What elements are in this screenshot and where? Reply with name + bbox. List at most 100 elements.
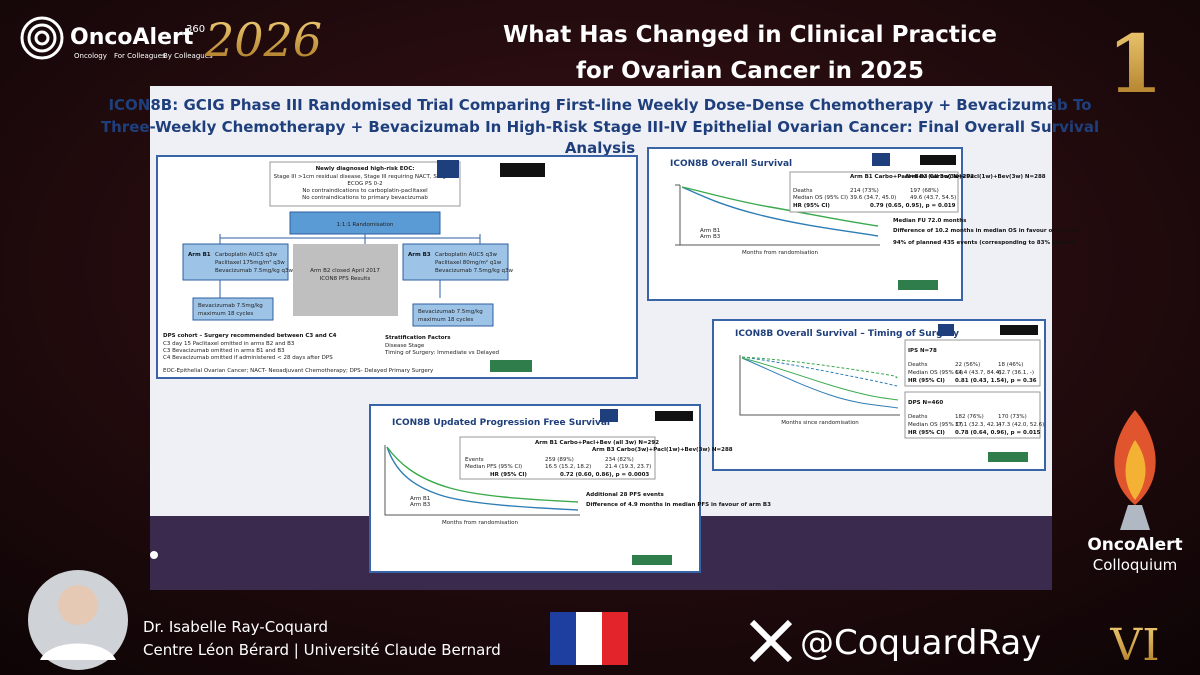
event: Colloquium (1093, 556, 1177, 574)
speaker-name: Dr. Isabelle Ray-Coquard (143, 618, 328, 636)
curve (741, 356, 899, 379)
curve (681, 186, 879, 227)
text: Paclitaxel 175mg/m² q3w (215, 259, 285, 266)
text: ECOG PS 0-2 (347, 181, 382, 187)
cell: IPS N=78 (908, 348, 937, 354)
edition: VI (1109, 620, 1159, 671)
logo (988, 452, 1028, 462)
axis-label: Months since randomisation (781, 420, 859, 426)
brand-sup: 360 (186, 24, 205, 35)
text: maximum 18 cycles (198, 311, 253, 317)
cell: 21.4 (19.3, 23.7) (605, 464, 651, 470)
footnote: EOC-Epithelial Ovarian Cancer; NACT- Neo… (163, 368, 434, 374)
tagline: By Colleagues (163, 52, 213, 60)
text: Arm B1 (188, 252, 211, 258)
legend: Arm B1 (700, 228, 720, 234)
table (904, 391, 1041, 439)
cell: 197 (68%) (910, 188, 939, 194)
title: for Ovarian Cancer in 2025 (576, 58, 924, 84)
curve (681, 186, 879, 237)
text: ICON8 PFS Results (320, 276, 371, 282)
box (402, 243, 509, 281)
connector (219, 234, 481, 244)
logo (20, 16, 64, 60)
pfs-panel (369, 404, 701, 573)
text: C3 Bevacizumab omitted in arms B1 and B3 (163, 348, 285, 354)
curve (386, 446, 579, 511)
x-logo (749, 619, 793, 663)
flag (602, 612, 628, 665)
curve (741, 357, 899, 401)
bullet: 94% of planned 435 events (corresponding… (893, 240, 1074, 246)
col-head: Arm B1 Carbo+Pacl+Bev (all 3w) N=292 (535, 440, 659, 446)
brand: OncoAlert (70, 25, 194, 50)
panel-title: ICON8B Updated Progression Free Survival (392, 418, 610, 428)
text: Arm B3 (408, 252, 431, 258)
legend: Arm B3 (700, 234, 721, 240)
text: C3 day 15 Paclitaxel omitted in arms B2 … (163, 341, 295, 347)
logo (600, 409, 618, 422)
slide-title: Three-Weekly Chemotherapy + Bevacizumab … (101, 118, 1099, 136)
cell: 0.81 (0.43, 1.54), p = 0.36 (955, 378, 1037, 384)
text: No contraindications to carboplatin-pacl… (302, 188, 428, 194)
speaker-photo (58, 585, 98, 625)
year: 2026 (204, 13, 322, 67)
cell: Median PFS (95% CI) (465, 464, 522, 470)
logo (655, 411, 693, 421)
text: No contraindications to primary bevacizu… (302, 195, 428, 201)
box (269, 161, 461, 207)
box (182, 243, 289, 281)
box (412, 303, 494, 327)
box (192, 297, 274, 321)
legend: Arm B3 (410, 502, 431, 508)
logo (898, 280, 938, 290)
text: Timing of Surgery: Immediate vs Delayed (384, 350, 499, 356)
cell: 259 (89%) (545, 457, 574, 463)
box (293, 244, 398, 316)
axis-label: Months from randomisation (442, 520, 519, 526)
text: Bevacizumab 7.5mg/kg q3w (215, 268, 294, 274)
connector (219, 280, 441, 298)
cell: 47.3 (42.0, 52.6) (998, 422, 1044, 428)
text: Arm B2 closed April 2017 (310, 268, 380, 274)
panel-title: ICON8B Overall Survival – Timing of Surg… (735, 329, 959, 339)
curve (741, 357, 899, 409)
cell: 214 (73%) (850, 188, 879, 194)
cell: Median OS (95% CI) (793, 195, 848, 201)
event: OncoAlert (1087, 535, 1182, 555)
text: Newly diagnosed high-risk EOC: (316, 166, 415, 172)
logo (632, 555, 672, 565)
cell: Deaths (908, 362, 928, 368)
cell: 16.5 (15.2, 18.2) (545, 464, 591, 470)
bullet: Difference of 10.2 months in median OS i… (893, 228, 1079, 234)
logo (938, 324, 954, 336)
cell: 64.4 (43.7, 84.4) (955, 370, 1001, 376)
bullet: Additional 28 PFS events (586, 492, 665, 498)
cell: 234 (82%) (605, 457, 634, 463)
cell: HR (95% CI) (490, 472, 527, 478)
text: Disease Stage (385, 343, 425, 349)
slide-title: ICON8B: GCIG Phase III Randomised Trial … (108, 96, 1091, 114)
axis (384, 445, 580, 516)
text: Paclitaxel 80mg/m² q1w (435, 259, 502, 266)
axis (679, 185, 880, 246)
text: Stratification Factors (385, 335, 451, 341)
axis (739, 355, 900, 416)
curve (741, 356, 899, 387)
cell: 0.79 (0.65, 0.95), p = 0.019 (870, 203, 956, 209)
tagline: For Colleagues (114, 52, 166, 60)
bullet: Median FU 72.0 months (893, 218, 967, 224)
affiliation: Centre Léon Bérard | Université Claude B… (143, 641, 501, 659)
axis (675, 184, 680, 246)
handle: @CoquardRay (800, 623, 1041, 663)
logo (437, 160, 459, 178)
col-head: Arm B1 Carbo+Pacl+Bev (all 3w) N=292 (850, 174, 974, 180)
flag (550, 612, 576, 665)
panel-title: ICON8B Overall Survival (670, 159, 792, 169)
table (789, 171, 959, 213)
text: Stage III >1cm residual disease, Stage I… (274, 174, 457, 180)
torch (1120, 505, 1150, 530)
axis-label: Months from randomisation (742, 250, 819, 256)
cell: HR (95% CI) (908, 378, 945, 384)
